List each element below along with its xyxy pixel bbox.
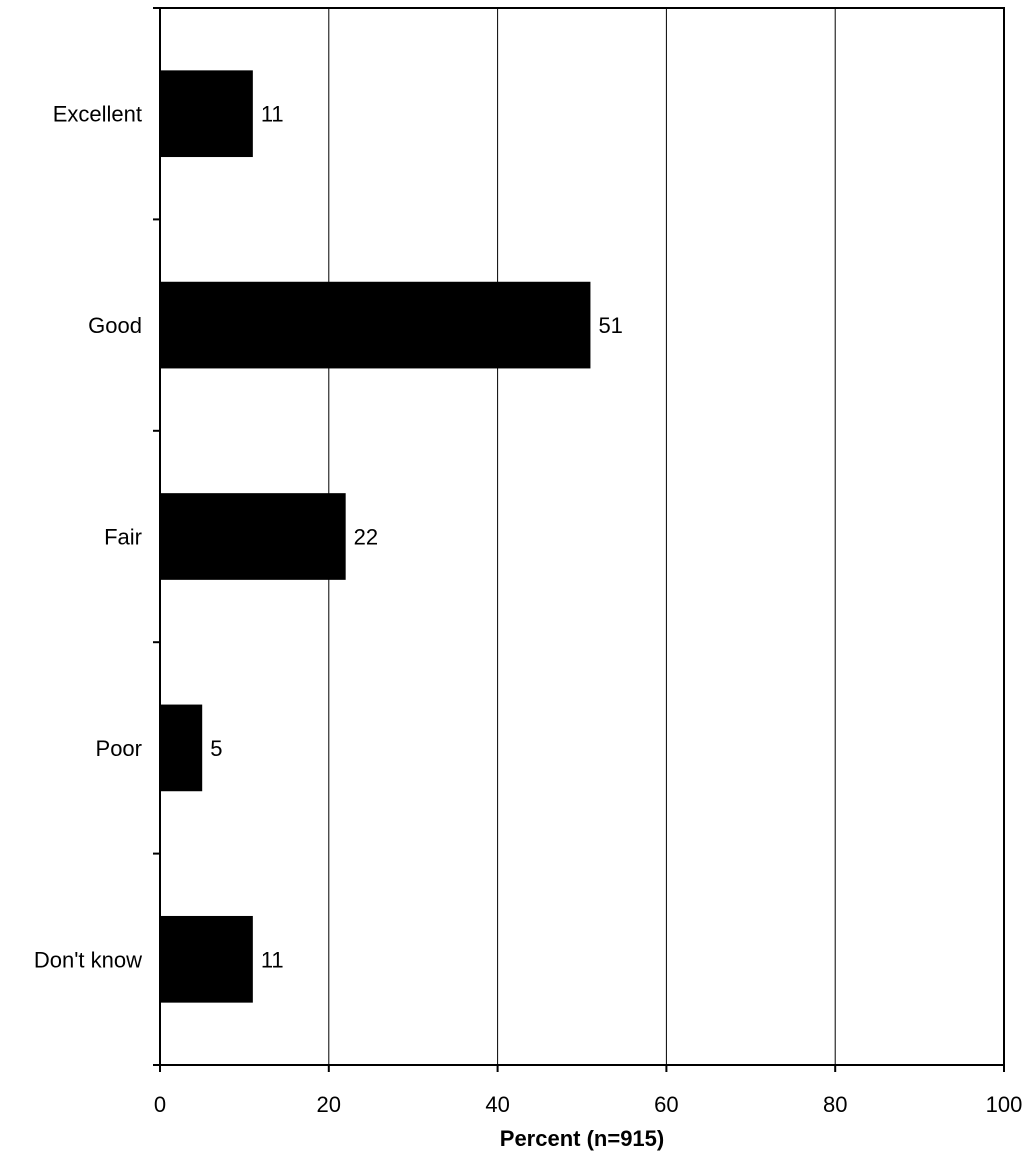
category-label: Good [88,313,142,338]
data-label: 5 [210,736,222,761]
x-tick-label: 60 [654,1092,678,1117]
bar [160,915,253,1003]
bar [160,493,346,580]
y-axis-ticks [153,7,160,1066]
x-tick-label: 80 [823,1092,847,1117]
bar [160,70,253,158]
x-axis-tick-labels: 0 20 40 60 80 100 [154,1092,1022,1117]
category-label: Excellent [53,102,142,127]
category-label: Don't know [34,947,142,972]
x-tick-label: 0 [154,1092,166,1117]
x-axis-ticks [159,1065,1005,1072]
data-label: 22 [354,525,378,550]
data-label: 11 [261,947,284,972]
data-label: 51 [598,313,622,338]
x-tick-label: 20 [317,1092,341,1117]
bar [160,704,203,792]
category-label: Fair [104,525,142,550]
bar [160,281,591,369]
category-labels: Excellent Good Fair Poor Don't know [34,102,142,973]
x-axis-title: Percent (n=915) [500,1126,664,1151]
data-labels: 11 51 22 5 11 [210,102,623,973]
bars [160,70,591,1003]
x-tick-label: 40 [485,1092,509,1117]
category-label: Poor [96,736,142,761]
x-tick-label: 100 [986,1092,1023,1117]
data-label: 11 [261,102,284,127]
